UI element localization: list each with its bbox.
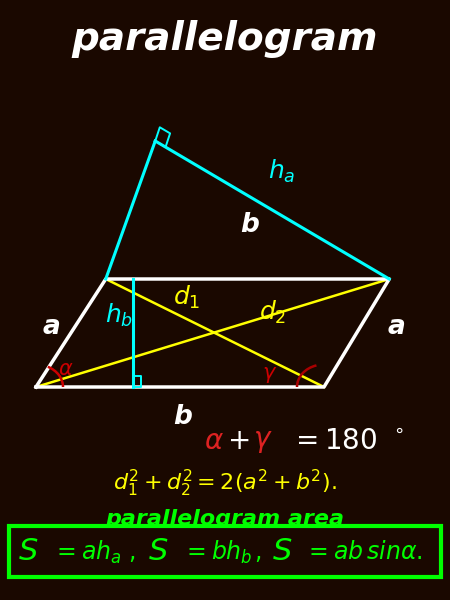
Text: a: a xyxy=(387,314,405,340)
Text: $=bh_b$: $=bh_b$ xyxy=(182,538,253,566)
Text: $d_1$: $d_1$ xyxy=(173,283,200,311)
FancyBboxPatch shape xyxy=(9,526,441,577)
Text: parallelogram area: parallelogram area xyxy=(105,509,345,529)
Text: $d_1^2+d_2^2=2(a^2+b^2).$: $d_1^2+d_2^2=2(a^2+b^2).$ xyxy=(113,467,337,499)
Text: a: a xyxy=(43,314,61,340)
Text: $S$: $S$ xyxy=(148,538,169,566)
Text: $h_b$: $h_b$ xyxy=(105,301,133,329)
Text: $\gamma$: $\gamma$ xyxy=(253,427,273,455)
Text: $h_a$: $h_a$ xyxy=(268,157,295,185)
Text: $+$: $+$ xyxy=(227,427,250,455)
Text: $\circ$: $\circ$ xyxy=(393,421,404,439)
Text: $=ah_a$: $=ah_a$ xyxy=(52,538,121,566)
Text: $,$: $,$ xyxy=(128,540,135,564)
Text: $S$: $S$ xyxy=(18,538,38,566)
Text: $\alpha$: $\alpha$ xyxy=(58,359,73,379)
Text: parallelogram: parallelogram xyxy=(72,20,378,58)
Text: $\gamma$: $\gamma$ xyxy=(262,365,278,385)
Text: b: b xyxy=(173,404,192,430)
Text: $S$: $S$ xyxy=(272,538,292,566)
Text: b: b xyxy=(240,212,259,238)
Text: $= 180$: $= 180$ xyxy=(290,427,378,455)
Text: $,$: $,$ xyxy=(254,540,261,564)
Text: $= ab\,sin\alpha.$: $= ab\,sin\alpha.$ xyxy=(304,540,423,564)
Text: $d_2$: $d_2$ xyxy=(259,298,286,326)
Text: $\alpha$: $\alpha$ xyxy=(204,427,224,455)
